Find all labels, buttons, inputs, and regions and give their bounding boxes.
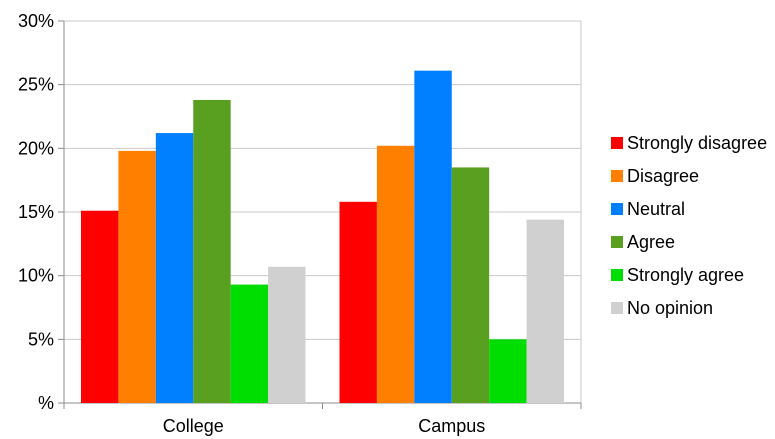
bar-college-disagree: [118, 150, 156, 403]
bar-college-neutral: [155, 133, 194, 403]
y-tick-label: 20%: [18, 138, 54, 158]
legend: Strongly disagree Disagree Neutral Agree Str…: [611, 133, 767, 318]
legend-swatch: [611, 170, 623, 182]
y-tick-label: 5%: [28, 329, 54, 349]
legend-swatch: [611, 269, 623, 281]
legend-label: No opinion: [627, 298, 713, 318]
legend-label: Strongly agree: [627, 265, 744, 285]
bar-campus-strongly-disagree: [339, 201, 377, 403]
bars: [81, 70, 564, 404]
legend-swatch: [611, 236, 623, 248]
bar-campus-agree: [451, 167, 490, 403]
legend-label: Disagree: [627, 166, 699, 186]
legend-swatch: [611, 302, 623, 314]
bar-campus-disagree: [376, 145, 415, 403]
x-tick-label: College: [163, 416, 224, 436]
legend-label: Neutral: [627, 199, 685, 219]
legend-item-agree: Agree: [611, 232, 675, 252]
legend-label: Agree: [627, 232, 675, 252]
y-axis-tick-labels: % 5% 10% 15% 20% 25% 30%: [18, 11, 54, 413]
y-tick-label: 30%: [18, 11, 54, 31]
legend-swatch: [611, 203, 623, 215]
legend-label: Strongly disagree: [627, 133, 767, 153]
legend-item-disagree: Disagree: [611, 166, 699, 186]
legend-swatch: [611, 137, 623, 149]
y-tick-label: 10%: [18, 266, 54, 286]
legend-item-strongly-agree: Strongly agree: [611, 265, 744, 285]
bar-campus-no-opinion: [526, 219, 564, 403]
y-tick-label: %: [38, 393, 54, 413]
legend-item-no-opinion: No opinion: [611, 298, 713, 318]
bar-campus-strongly-agree: [489, 339, 527, 403]
x-tick-label: Campus: [418, 416, 485, 436]
bar-college-agree: [193, 99, 231, 404]
bar-campus-neutral: [414, 70, 452, 403]
bar-college-no-opinion: [268, 266, 306, 403]
y-tick-label: 25%: [18, 75, 54, 95]
legend-item-neutral: Neutral: [611, 199, 685, 219]
bar-college-strongly-agree: [230, 284, 269, 403]
legend-item-strongly-disagree: Strongly disagree: [611, 133, 767, 153]
y-tick-label: 15%: [18, 202, 54, 222]
x-axis-tick-labels: College Campus: [163, 416, 486, 436]
bar-college-strongly-disagree: [81, 210, 119, 403]
